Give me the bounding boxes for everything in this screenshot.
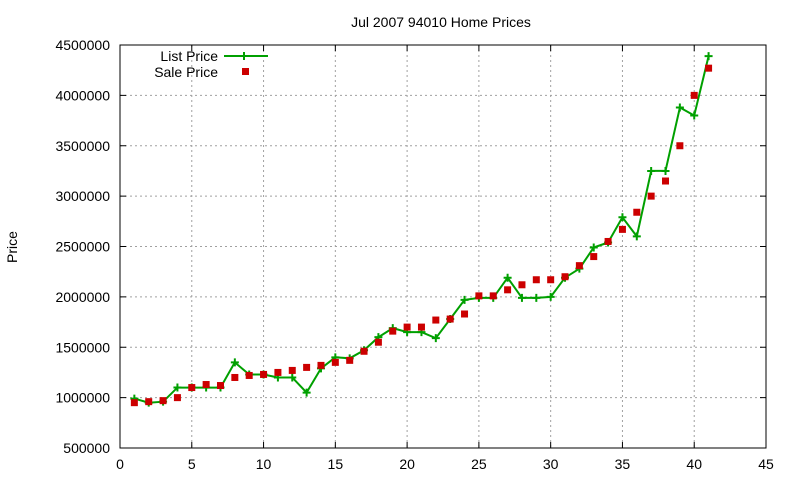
data-point-sale-price — [633, 208, 641, 216]
data-point-sale-price — [274, 368, 282, 376]
data-point-sale-price — [705, 64, 713, 72]
x-tick-label: 0 — [116, 456, 124, 472]
data-point-list-price — [230, 358, 239, 367]
data-point-sale-price — [130, 399, 138, 407]
data-point-sale-price — [662, 177, 670, 185]
data-point-sale-price — [245, 371, 253, 379]
data-point-sale-price — [518, 281, 526, 289]
data-point-sale-price — [676, 142, 684, 150]
data-point-sale-price — [590, 253, 598, 261]
data-point-sale-price — [690, 91, 698, 99]
x-tick-label: 20 — [399, 456, 415, 472]
data-point-list-price — [618, 213, 627, 222]
legend-swatch-sale-price — [242, 68, 249, 75]
data-point-list-price — [302, 388, 311, 397]
series-layer — [130, 52, 713, 407]
data-point-sale-price — [331, 358, 339, 366]
data-point-sale-price — [260, 370, 268, 378]
data-point-list-price — [675, 103, 684, 112]
data-point-sale-price — [618, 225, 626, 233]
y-tick-label: 3500000 — [55, 138, 110, 154]
x-tick-label: 15 — [328, 456, 344, 472]
y-tick-label: 500000 — [63, 440, 110, 456]
legend-label-sale-price: Sale Price — [154, 64, 218, 80]
x-tick-label: 25 — [471, 456, 487, 472]
data-point-sale-price — [475, 292, 483, 300]
data-point-list-price — [647, 166, 656, 175]
data-point-sale-price — [346, 356, 354, 364]
data-point-sale-price — [317, 361, 325, 369]
axis-ticks: 500000 1000000 1500000 2000000 2500000 300000… — [55, 37, 774, 472]
legend: List Price Sale Price — [154, 48, 268, 80]
data-point-list-price — [690, 111, 699, 120]
x-tick-label: 40 — [686, 456, 702, 472]
data-point-list-price — [589, 243, 598, 252]
legend-label-list-price: List Price — [160, 48, 218, 64]
data-point-sale-price — [403, 323, 411, 331]
data-point-sale-price — [446, 315, 454, 323]
data-point-sale-price — [532, 276, 540, 284]
data-point-list-price — [517, 293, 526, 302]
data-point-sale-price — [417, 323, 425, 331]
data-point-sale-price — [231, 373, 239, 381]
x-tick-label: 5 — [188, 456, 196, 472]
data-point-sale-price — [561, 273, 569, 281]
grid-lines — [120, 45, 766, 448]
data-point-list-price — [704, 52, 713, 61]
data-point-sale-price — [604, 237, 612, 245]
y-tick-label: 2000000 — [55, 289, 110, 305]
data-point-list-price — [431, 334, 440, 343]
data-point-sale-price — [360, 347, 368, 355]
data-point-sale-price — [216, 382, 224, 390]
legend-swatch-list-price-marker — [240, 52, 248, 60]
data-point-sale-price — [159, 397, 167, 405]
data-point-sale-price — [374, 338, 382, 346]
data-point-sale-price — [188, 384, 196, 392]
x-tick-label: 10 — [256, 456, 272, 472]
data-point-sale-price — [303, 363, 311, 371]
data-point-sale-price — [432, 316, 440, 324]
data-point-list-price — [460, 295, 469, 304]
y-tick-label: 3000000 — [55, 188, 110, 204]
y-tick-label: 1000000 — [55, 390, 110, 406]
data-point-list-price — [632, 232, 641, 241]
y-axis-label: Price — [4, 231, 20, 263]
data-point-list-price — [546, 292, 555, 301]
y-tick-label: 4500000 — [55, 37, 110, 53]
data-point-sale-price — [202, 381, 210, 389]
chart-title: Jul 2007 94010 Home Prices — [351, 14, 531, 30]
data-point-sale-price — [575, 262, 583, 270]
y-tick-label: 1500000 — [55, 339, 110, 355]
data-point-sale-price — [288, 366, 296, 374]
data-point-sale-price — [489, 292, 497, 300]
data-point-sale-price — [504, 286, 512, 294]
y-tick-label: 4000000 — [55, 87, 110, 103]
data-point-sale-price — [145, 398, 153, 406]
x-tick-label: 30 — [543, 456, 559, 472]
data-point-list-price — [288, 373, 297, 382]
data-point-sale-price — [547, 276, 555, 284]
y-tick-label: 2500000 — [55, 239, 110, 255]
data-point-list-price — [532, 293, 541, 302]
data-point-list-price — [503, 273, 512, 282]
data-point-sale-price — [647, 192, 655, 200]
data-point-list-price — [661, 166, 670, 175]
data-point-sale-price — [173, 394, 181, 402]
x-tick-label: 45 — [758, 456, 774, 472]
data-point-sale-price — [461, 310, 469, 318]
data-point-sale-price — [389, 327, 397, 335]
data-point-list-price — [173, 383, 182, 392]
x-tick-label: 35 — [615, 456, 631, 472]
